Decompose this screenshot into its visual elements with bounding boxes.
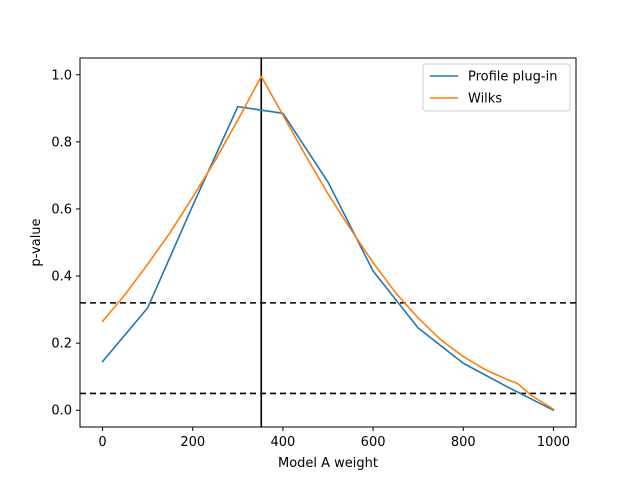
y-tick-label: 0.6 [51,202,72,217]
legend-label: Profile plug-in [468,70,557,85]
y-tick-label: 1.0 [51,68,72,83]
y-tick-label: 0.8 [51,135,72,150]
series-layer [101,75,555,412]
y-tick-label: 0.2 [51,337,72,352]
x-tick-label: 400 [270,435,295,450]
x-axis-label: Model A weight [278,456,378,471]
series-line-wilks [101,75,555,411]
x-tick-label: 800 [451,435,476,450]
y-tick-label: 0.0 [51,404,72,419]
x-tick-label: 600 [361,435,386,450]
legend-label: Wilks [468,92,502,107]
axes-frame [79,57,577,428]
series-line-profile-plug-in [101,105,555,412]
x-tick-label: 200 [180,435,205,450]
x-tick-label: 0 [98,435,106,450]
x-tick-label: 1000 [537,435,570,450]
y-axis-label: p-value [29,218,44,266]
legend: Profile plug-in Wilks [422,63,571,112]
y-axis-ticks: 0.0 0.2 0.4 0.6 0.8 1.0 [51,68,80,419]
reference-lines [80,58,576,427]
x-axis-ticks: 0 200 400 600 800 1000 [98,427,570,450]
y-tick-label: 0.4 [51,270,72,285]
legend-box [422,63,571,112]
